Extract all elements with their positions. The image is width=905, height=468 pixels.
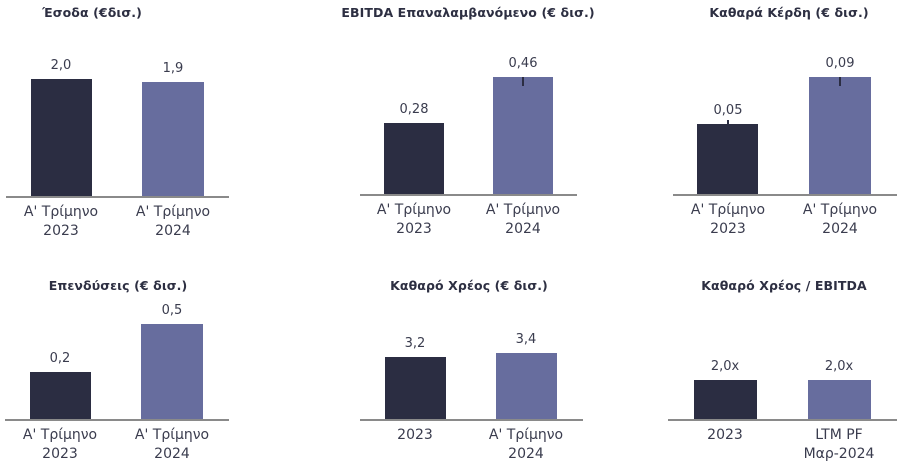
bar-2023 <box>384 123 444 194</box>
bar-2024 <box>496 353 557 419</box>
category-label: Α' Τρίμηνο 2024 <box>485 202 561 237</box>
x-axis <box>668 419 897 421</box>
bar-value-label: 0,5 <box>161 303 183 318</box>
bar-value-label: 0,28 <box>399 102 429 117</box>
bar-value-label: 1,9 <box>162 61 184 76</box>
bar-2024 <box>809 77 871 194</box>
bar-2024 <box>141 324 203 419</box>
x-axis <box>360 419 583 421</box>
bar-value-label: 3,2 <box>404 336 426 351</box>
bar-2023 <box>30 372 91 419</box>
bar-ltm-pf <box>808 380 871 419</box>
x-axis <box>5 419 229 421</box>
chart-title: Επενδύσεις (€ δισ.) <box>48 278 188 293</box>
category-label: Α' Τρίμηνο 2023 <box>690 202 766 237</box>
chart-title: EBITDA Επαναλαμβανόμενο (€ δισ.) <box>341 5 595 20</box>
bar-value-label: 2,0 <box>50 58 72 73</box>
category-label: 2023 <box>397 427 433 443</box>
value-tick <box>727 120 729 124</box>
chart-title: Καθαρό Χρέος / EBITDA <box>701 278 867 293</box>
value-tick <box>839 77 841 86</box>
bar-2024 <box>493 77 553 194</box>
bar-value-label: 0,46 <box>508 56 538 71</box>
value-tick <box>522 77 524 86</box>
category-label: 2023 <box>707 427 743 443</box>
category-label: Α' Τρίμηνο 2023 <box>23 204 99 239</box>
x-axis <box>673 194 897 196</box>
category-label: Α' Τρίμηνο 2024 <box>134 427 210 462</box>
category-label: Α' Τρίμηνο 2024 <box>488 427 564 462</box>
category-label: Α' Τρίμηνο 2024 <box>135 204 211 239</box>
chart-title: Καθαρό Χρέος (€ δισ.) <box>390 278 548 293</box>
category-label: Α' Τρίμηνο 2024 <box>802 202 878 237</box>
bar-value-label: 3,4 <box>515 332 537 347</box>
bar-value-label: 2,0x <box>710 359 740 374</box>
bar-2023 <box>31 79 92 196</box>
bar-2024 <box>142 82 204 196</box>
chart-title: Έσοδα (€δισ.) <box>42 5 142 20</box>
chart-title: Καθαρά Κέρδη (€ δισ.) <box>709 5 869 20</box>
bar-value-label: 0,09 <box>825 56 855 71</box>
bar-2023 <box>694 380 757 419</box>
bar-2023 <box>385 357 446 419</box>
x-axis <box>6 196 229 198</box>
bar-2023 <box>697 124 758 194</box>
category-label: LTM PF Μαρ-2024 <box>803 427 875 462</box>
bar-value-label: 2,0x <box>824 359 854 374</box>
category-label: Α' Τρίμηνο 2023 <box>376 202 452 237</box>
bar-value-label: 0,05 <box>713 103 743 118</box>
x-axis <box>360 194 577 196</box>
bar-value-label: 0,2 <box>49 351 71 366</box>
category-label: Α' Τρίμηνο 2023 <box>22 427 98 462</box>
